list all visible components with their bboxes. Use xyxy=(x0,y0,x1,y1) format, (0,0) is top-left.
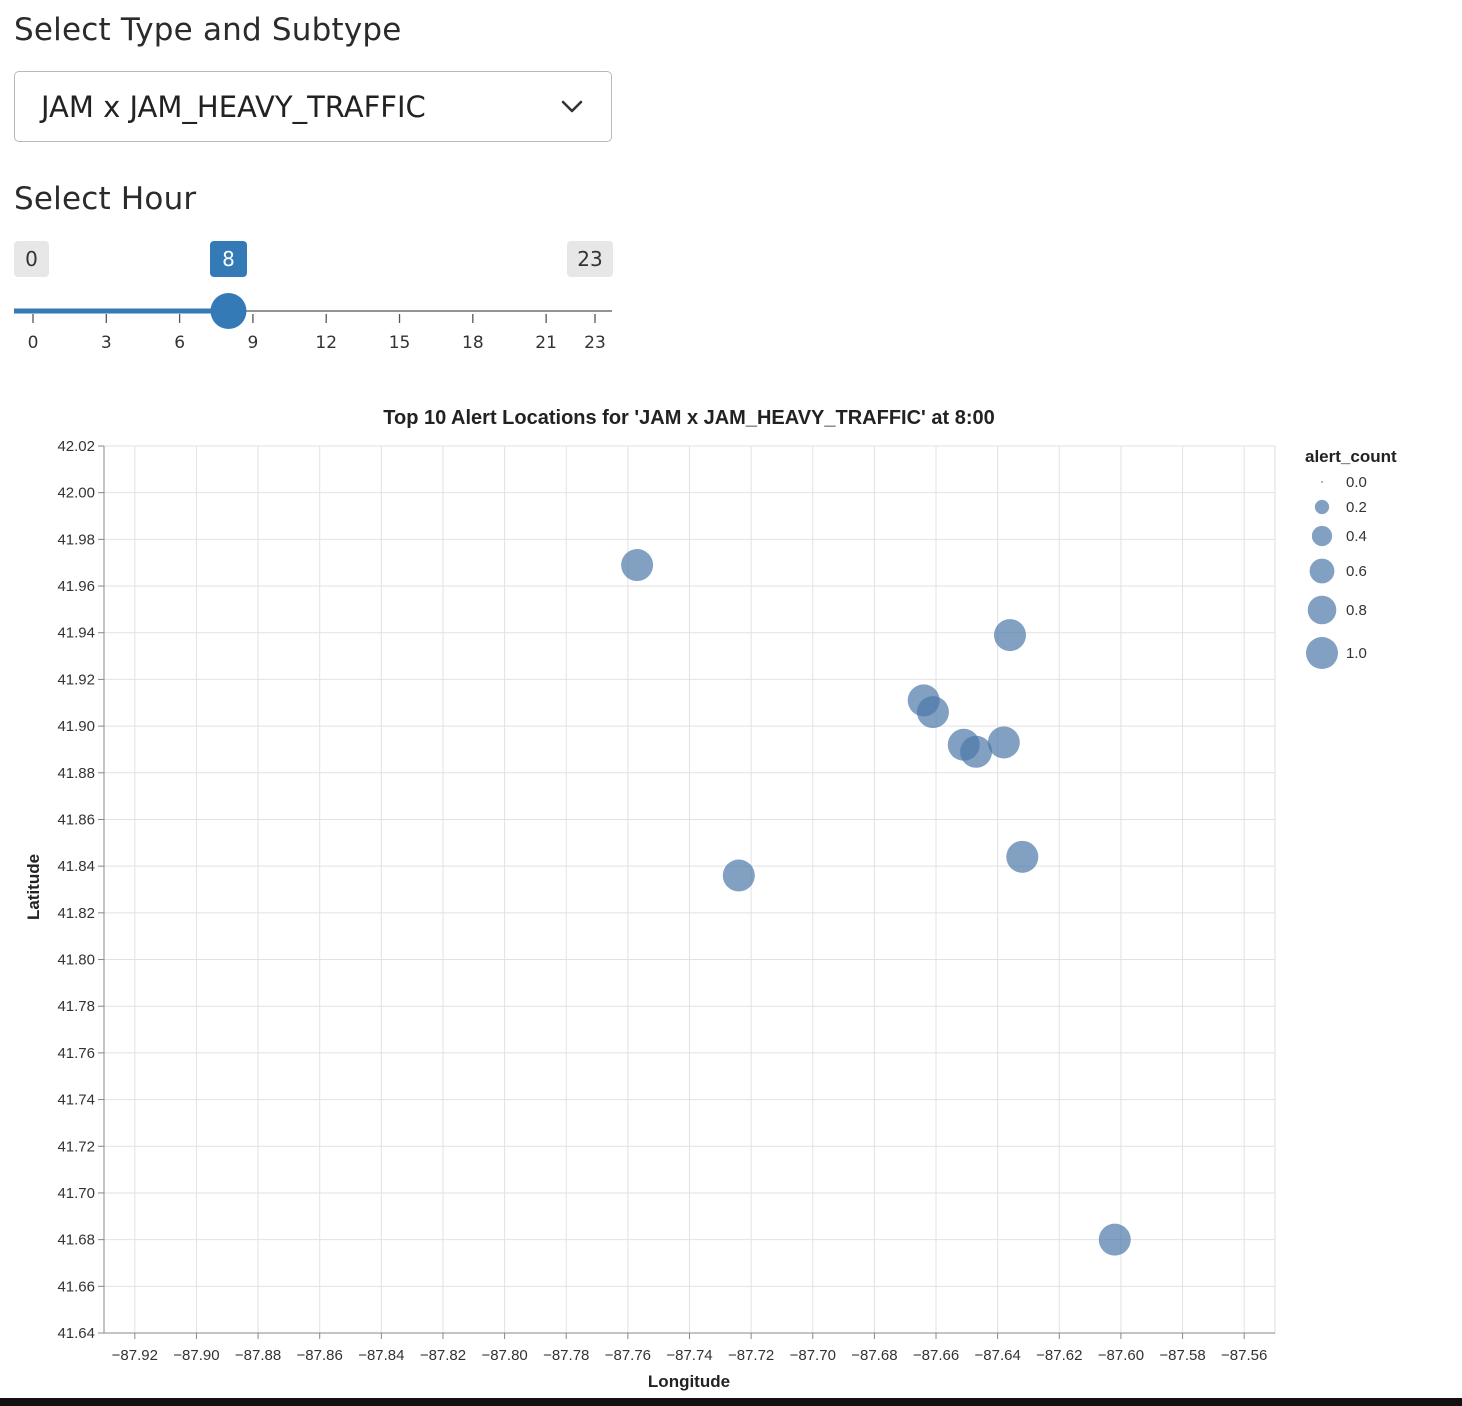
hour-slider[interactable]: 0 3 6 9 12 15 18 21 23 xyxy=(0,280,640,360)
x-tick-label: −87.68 xyxy=(851,1347,897,1364)
scatter-point xyxy=(987,726,1020,759)
x-tick-label: −87.60 xyxy=(1098,1347,1144,1364)
x-tick-label: −87.86 xyxy=(297,1347,343,1364)
y-axis-label: Latitude xyxy=(24,854,43,920)
legend-label: 0.2 xyxy=(1346,499,1367,516)
legend-label: 1.0 xyxy=(1346,645,1367,662)
slider-tick-label: 0 xyxy=(28,333,39,353)
scatter-point xyxy=(916,696,949,729)
legend-title: alert_count xyxy=(1305,447,1397,466)
y-tick-label: 41.74 xyxy=(57,1092,95,1109)
legend-label: 0.0 xyxy=(1346,474,1367,491)
slider-tick-label: 12 xyxy=(315,333,337,353)
x-tick-label: −87.74 xyxy=(666,1347,712,1364)
x-tick-label: −87.80 xyxy=(481,1347,527,1364)
type-subtype-label: Select Type and Subtype xyxy=(14,12,402,48)
x-tick-label: −87.88 xyxy=(235,1347,281,1364)
x-tick-label: −87.70 xyxy=(790,1347,836,1364)
slider-tick-label: 9 xyxy=(247,333,258,353)
type-subtype-select[interactable]: JAM x JAM_HEAVY_TRAFFIC xyxy=(14,71,612,142)
x-tick-label: −87.58 xyxy=(1159,1347,1205,1364)
legend-symbol xyxy=(1306,637,1338,669)
scatter-point xyxy=(993,619,1026,652)
legend-symbol xyxy=(1307,595,1337,625)
y-tick-label: 41.84 xyxy=(57,858,95,875)
slider-handle[interactable] xyxy=(210,293,247,329)
legend-symbol xyxy=(1314,499,1330,515)
legend-label: 0.4 xyxy=(1346,528,1367,545)
x-tick-label: −87.66 xyxy=(913,1347,959,1364)
y-tick-label: 42.00 xyxy=(57,485,95,502)
hour-label: Select Hour xyxy=(14,181,197,217)
chart-points xyxy=(621,549,1131,1256)
y-tick-label: 41.68 xyxy=(57,1232,95,1249)
y-tick-label: 41.72 xyxy=(57,1138,95,1155)
legend-symbol xyxy=(1309,558,1335,584)
slider-max-label: 23 xyxy=(567,241,613,277)
y-tick-label: 41.64 xyxy=(57,1325,95,1342)
bottom-edge xyxy=(0,1398,1462,1406)
x-tick-label: −87.72 xyxy=(728,1347,774,1364)
scatter-point xyxy=(621,549,654,582)
slider-min-label: 0 xyxy=(14,241,49,277)
scatter-point xyxy=(1006,840,1039,873)
x-tick-label: −87.84 xyxy=(358,1347,404,1364)
y-tick-label: 41.98 xyxy=(57,531,95,548)
y-tick-label: 41.96 xyxy=(57,578,95,595)
scatter-point xyxy=(722,859,755,892)
x-tick-label: −87.78 xyxy=(543,1347,589,1364)
y-tick-label: 41.66 xyxy=(57,1278,95,1295)
slider-tick-label: 23 xyxy=(584,333,606,353)
x-tick-label: −87.92 xyxy=(112,1347,158,1364)
x-tick-label: −87.62 xyxy=(1036,1347,1082,1364)
y-tick-label: 41.78 xyxy=(57,998,95,1015)
slider-tick-label: 6 xyxy=(174,333,185,353)
y-tick-label: 41.80 xyxy=(57,952,95,969)
x-axis-label: Longitude xyxy=(648,1372,730,1391)
y-tick-label: 41.82 xyxy=(57,905,95,922)
x-tick-label: −87.82 xyxy=(420,1347,466,1364)
chart-title: Top 10 Alert Locations for 'JAM x JAM_HE… xyxy=(383,407,994,429)
legend-label: 0.6 xyxy=(1346,563,1367,580)
slider-tick-label: 18 xyxy=(462,333,484,353)
slider-ticks: 0 3 6 9 12 15 18 21 23 xyxy=(28,314,606,353)
chart-grid xyxy=(103,445,1276,1334)
y-tick-label: 41.94 xyxy=(57,625,95,642)
y-tick-label: 41.70 xyxy=(57,1185,95,1202)
type-subtype-select-value: JAM x JAM_HEAVY_TRAFFIC xyxy=(41,90,426,124)
y-tick-label: 42.02 xyxy=(57,438,95,455)
y-tick-label: 41.92 xyxy=(57,671,95,688)
y-tick-label: 41.90 xyxy=(57,718,95,735)
chevron-down-icon xyxy=(561,100,583,113)
scatter-point xyxy=(1098,1223,1131,1256)
scatter-chart: Top 10 Alert Locations for 'JAM x JAM_HE… xyxy=(24,407,1397,1391)
y-tick-label: 41.86 xyxy=(57,811,95,828)
x-tick-label: −87.64 xyxy=(975,1347,1021,1364)
x-tick-label: −87.76 xyxy=(605,1347,651,1364)
y-tick-label: 41.76 xyxy=(57,1045,95,1062)
chart-axes: −87.92 −87.90 −87.88 −87.86 −87.84 −87.82 −87.… xyxy=(57,438,1275,1364)
x-tick-label: −87.56 xyxy=(1221,1347,1267,1364)
chart-legend: alert_count 0.0 0.2 0.4 0.6 0.8 1.0 xyxy=(1305,447,1397,669)
slider-tick-label: 3 xyxy=(101,333,112,353)
slider-tick-label: 21 xyxy=(535,333,557,353)
legend-symbol xyxy=(1321,481,1323,483)
slider-tick-label: 15 xyxy=(389,333,411,353)
slider-value-label: 8 xyxy=(210,241,247,277)
x-tick-label: −87.90 xyxy=(173,1347,219,1364)
y-tick-label: 41.88 xyxy=(57,765,95,782)
scatter-point xyxy=(960,735,993,768)
legend-label: 0.8 xyxy=(1346,602,1367,619)
legend-symbol xyxy=(1311,525,1333,547)
